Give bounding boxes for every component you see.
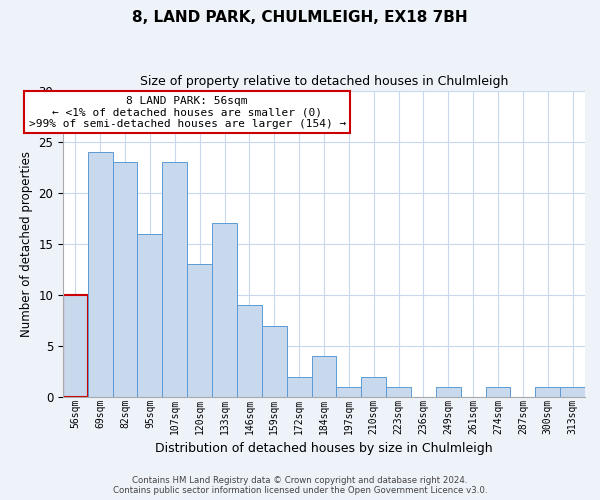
Bar	[63, 295, 88, 397]
Bar	[113, 162, 137, 397]
Bar	[361, 376, 386, 397]
Bar	[237, 305, 262, 397]
Text: 8 LAND PARK: 56sqm
← <1% of detached houses are smaller (0)
>99% of semi-detache: 8 LAND PARK: 56sqm ← <1% of detached hou…	[29, 96, 346, 129]
Bar	[212, 224, 237, 397]
Text: Contains HM Land Registry data © Crown copyright and database right 2024.
Contai: Contains HM Land Registry data © Crown c…	[113, 476, 487, 495]
Bar	[137, 234, 163, 397]
Bar	[187, 264, 212, 397]
Bar	[485, 387, 511, 397]
Bar	[163, 162, 187, 397]
Bar	[436, 387, 461, 397]
Bar	[386, 387, 411, 397]
Bar	[535, 387, 560, 397]
Text: 8, LAND PARK, CHULMLEIGH, EX18 7BH: 8, LAND PARK, CHULMLEIGH, EX18 7BH	[132, 10, 468, 25]
Bar	[287, 376, 311, 397]
Y-axis label: Number of detached properties: Number of detached properties	[20, 151, 33, 337]
Bar	[337, 387, 361, 397]
Bar	[560, 387, 585, 397]
Bar	[262, 326, 287, 397]
Bar	[311, 356, 337, 397]
Title: Size of property relative to detached houses in Chulmleigh: Size of property relative to detached ho…	[140, 75, 508, 88]
X-axis label: Distribution of detached houses by size in Chulmleigh: Distribution of detached houses by size …	[155, 442, 493, 455]
Bar	[88, 152, 113, 397]
